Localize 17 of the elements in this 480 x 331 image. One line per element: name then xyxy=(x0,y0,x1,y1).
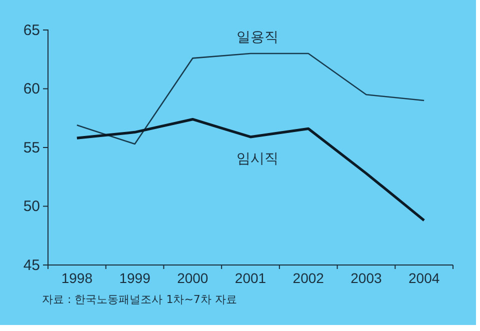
x-tick-label: 2000 xyxy=(177,270,208,286)
x-tick-label: 1999 xyxy=(119,270,151,286)
series-label: 일용직 xyxy=(236,30,278,46)
x-tick-label: 1998 xyxy=(61,270,93,286)
x-tick-label: 2001 xyxy=(234,270,266,286)
text: 자료 : 한국노동패널조사 1차~7차 자료 xyxy=(42,293,237,306)
x-tick-label: 2003 xyxy=(350,270,382,286)
series-label: 임시직 xyxy=(236,150,278,167)
y-tick-label: 65 xyxy=(23,22,40,39)
line-series xyxy=(76,118,426,222)
y-tick-label: 45 xyxy=(23,256,40,274)
line-series xyxy=(76,52,425,145)
y-tick-label: 50 xyxy=(23,198,40,216)
x-tick-label: 2002 xyxy=(292,270,324,286)
y-tick-label: 60 xyxy=(23,80,40,98)
x-tick-label: 2004 xyxy=(408,270,440,286)
y-tick-label: 55 xyxy=(23,139,40,156)
